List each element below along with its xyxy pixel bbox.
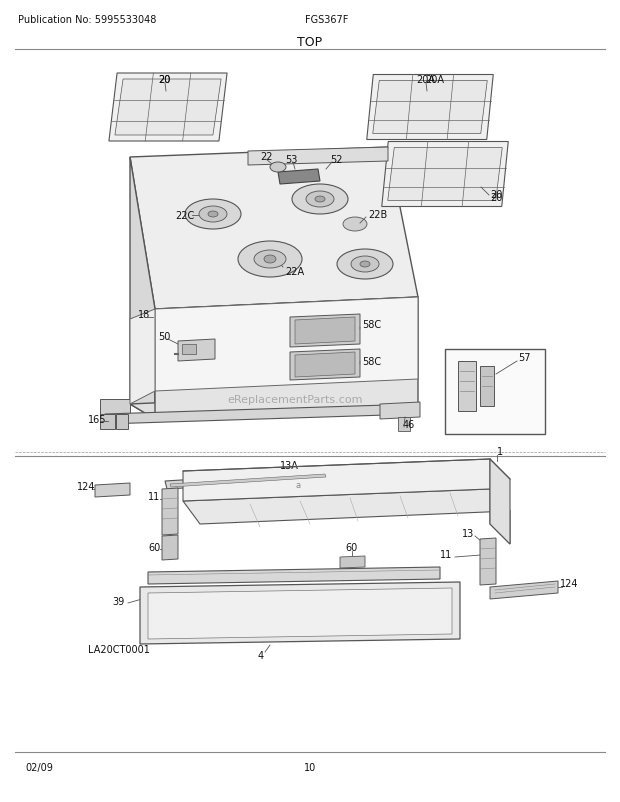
Text: 50: 50 [158,331,170,342]
Polygon shape [248,148,388,166]
Polygon shape [295,353,355,378]
Text: 10: 10 [304,762,316,772]
Polygon shape [183,460,490,501]
Polygon shape [165,472,332,489]
Polygon shape [162,488,178,535]
Polygon shape [148,588,452,639]
Text: 11: 11 [148,492,160,501]
Polygon shape [295,318,355,345]
Text: 13: 13 [462,529,474,538]
Polygon shape [155,298,418,419]
Text: 124: 124 [560,578,578,588]
Ellipse shape [337,249,393,280]
Ellipse shape [199,207,227,223]
Ellipse shape [292,184,348,215]
Polygon shape [162,535,178,561]
Polygon shape [373,81,487,134]
Text: TOP: TOP [298,35,322,48]
Polygon shape [148,567,440,585]
Text: a: a [295,481,300,490]
Text: 58C: 58C [362,320,381,330]
Text: 58C: 58C [362,357,381,367]
Text: 165: 165 [88,415,107,424]
Text: 39: 39 [112,596,124,606]
Text: 20A: 20A [416,75,435,85]
Text: 20A: 20A [425,75,444,85]
Polygon shape [398,418,410,431]
Text: 02/09: 02/09 [25,762,53,772]
Text: LA20CT0001: LA20CT0001 [88,644,150,654]
Polygon shape [278,170,320,184]
Polygon shape [170,475,326,488]
Polygon shape [480,538,496,585]
Text: 11: 11 [440,549,452,559]
Polygon shape [183,489,510,525]
Text: 20: 20 [490,192,502,203]
Ellipse shape [264,256,276,264]
Text: FGS367F: FGS367F [305,15,348,25]
Polygon shape [388,148,502,201]
Text: 22: 22 [260,152,273,162]
Polygon shape [95,484,130,497]
Polygon shape [490,460,510,545]
Polygon shape [130,148,418,310]
Text: 124: 124 [77,481,95,492]
Polygon shape [340,557,365,569]
Polygon shape [130,310,155,404]
Polygon shape [490,581,558,599]
Ellipse shape [254,251,286,269]
Text: eReplacementParts.com: eReplacementParts.com [228,395,363,404]
Text: 20: 20 [490,190,502,200]
Polygon shape [116,415,128,429]
Bar [182,345,196,354]
Text: 60: 60 [148,542,160,553]
Ellipse shape [315,196,325,203]
Polygon shape [290,314,360,347]
Text: 22A: 22A [285,267,304,277]
Text: 60: 60 [345,542,357,553]
Text: 22B: 22B [368,210,388,220]
Ellipse shape [360,261,370,268]
Polygon shape [382,142,508,207]
Ellipse shape [208,212,218,217]
Text: 53: 53 [285,155,298,164]
Text: 22C: 22C [175,211,194,221]
Bar [458,362,476,411]
Polygon shape [367,75,494,140]
Polygon shape [490,489,510,545]
Polygon shape [140,582,460,644]
Ellipse shape [238,241,302,277]
Bar [480,367,494,407]
Polygon shape [100,415,115,429]
Polygon shape [100,399,130,415]
Polygon shape [115,80,221,136]
Polygon shape [130,158,155,419]
Text: 1: 1 [497,447,503,456]
Polygon shape [290,350,360,380]
Polygon shape [380,403,420,419]
Ellipse shape [343,217,367,232]
Text: 20: 20 [158,75,170,85]
Polygon shape [109,74,227,142]
Polygon shape [178,339,215,362]
Text: 52: 52 [330,155,342,164]
Text: 57: 57 [518,353,531,363]
Polygon shape [155,298,418,391]
Text: 46: 46 [403,419,415,429]
Ellipse shape [185,200,241,229]
Polygon shape [105,404,418,424]
Text: 20: 20 [158,75,170,85]
Ellipse shape [306,192,334,208]
Text: 18: 18 [138,310,150,320]
Polygon shape [130,392,418,419]
Ellipse shape [270,163,286,172]
Bar [445,350,545,435]
Ellipse shape [351,257,379,273]
Text: Publication No: 5995533048: Publication No: 5995533048 [18,15,156,25]
Text: 4: 4 [258,650,264,660]
Text: 13A: 13A [280,460,299,471]
